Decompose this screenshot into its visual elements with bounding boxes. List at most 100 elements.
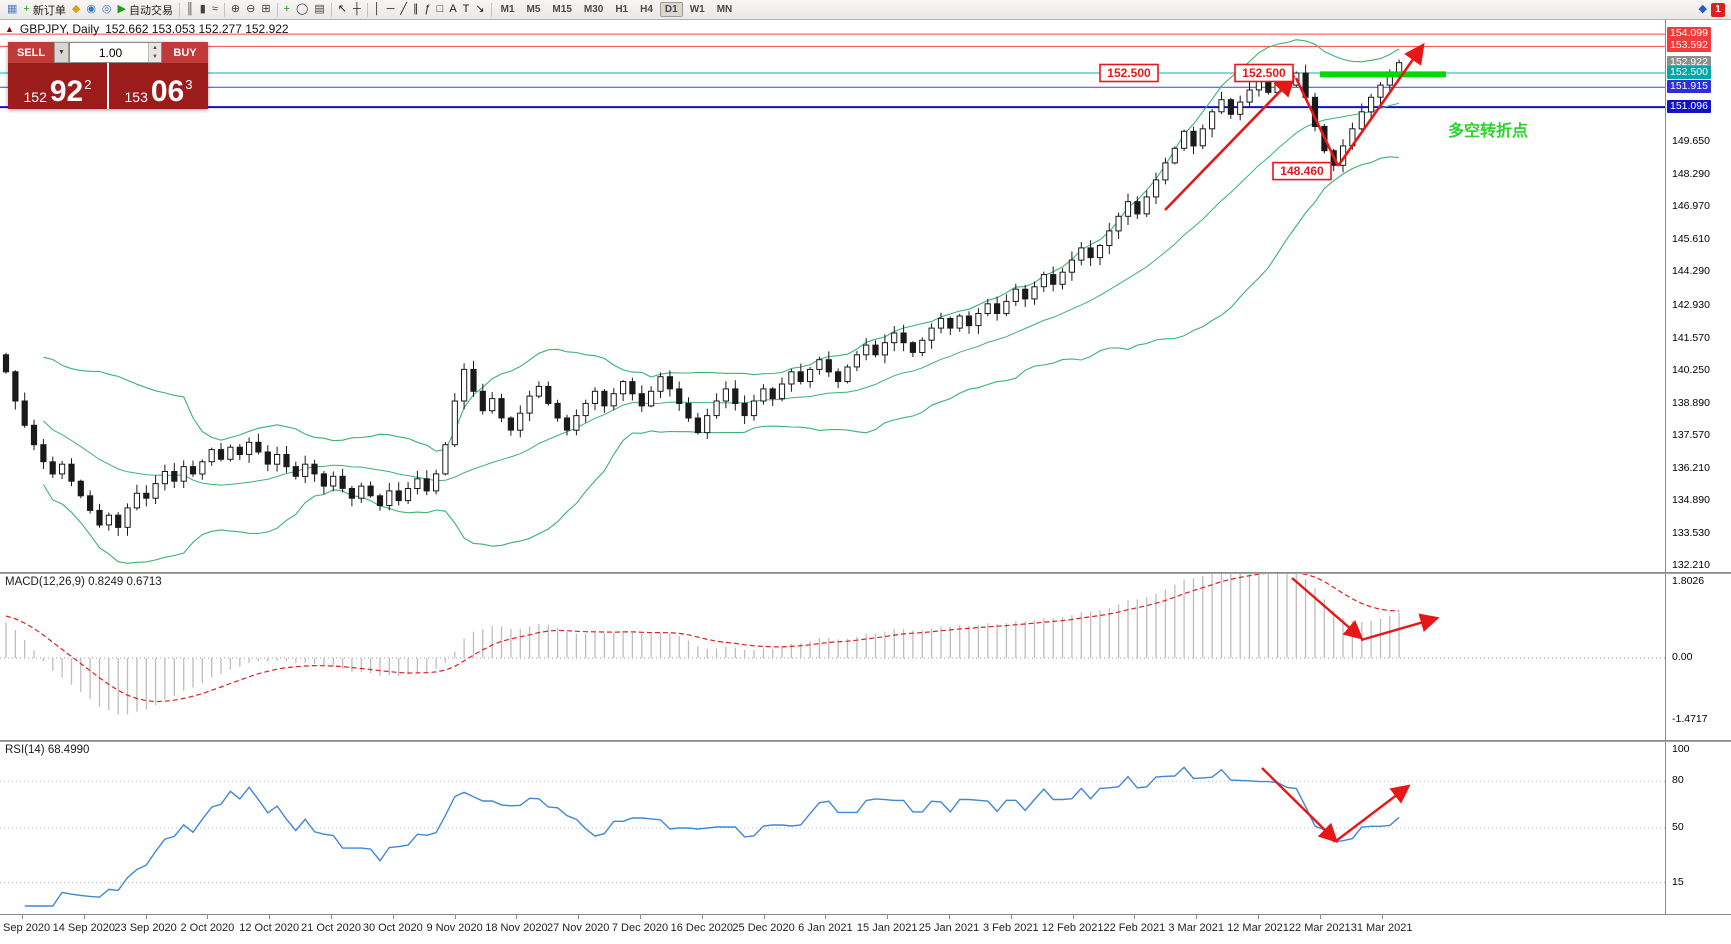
tile-windows-icon[interactable]: ⊞ — [258, 1, 273, 18]
svg-text:152.500: 152.500 — [1107, 66, 1151, 80]
text-icon[interactable]: A — [446, 1, 459, 18]
arrows-icon[interactable]: ↘ — [472, 1, 487, 18]
ask-price-button[interactable]: 153 06 3 — [109, 63, 208, 109]
time-axis-label: 16 Dec 2020 — [670, 922, 733, 934]
toolbar-separator — [330, 2, 332, 17]
time-axis-label: 2 Oct 2020 — [180, 922, 235, 934]
toolbar-separator — [490, 2, 492, 17]
order-type-dropdown[interactable]: ▼ — [54, 42, 69, 63]
time-tick — [454, 915, 456, 919]
rsi-axis[interactable]: 100 80 50 15 — [1665, 742, 1731, 914]
axis-price-label: 154.099 — [1667, 27, 1711, 40]
auto-trading-button[interactable]: ▶ 自动交易 — [115, 1, 176, 18]
candlestick-chart-icon[interactable]: ▮ — [197, 1, 209, 18]
cycles-icon[interactable]: ◯ — [293, 1, 311, 18]
timeframe-mn-button[interactable]: MN — [716, 4, 733, 15]
sell-button[interactable]: SELL — [8, 42, 54, 63]
channel-icon[interactable]: ∥ — [410, 1, 422, 18]
bid-price-button[interactable]: 152 92 2 — [8, 63, 107, 109]
new-order-button[interactable]: + 新订单 — [20, 1, 68, 18]
time-axis-label: 27 Nov 2020 — [546, 922, 610, 934]
axis-price-label: 146.970 — [1672, 200, 1710, 212]
templates-icon[interactable]: ▤ — [311, 1, 327, 18]
cursor-icon[interactable]: ↖ — [335, 1, 350, 18]
crosshair-icon[interactable]: ┼ — [350, 1, 364, 18]
time-axis-label: 3 Mar 2021 — [1168, 922, 1225, 934]
time-tick — [701, 915, 703, 919]
chart-title: ▲ GBPJPY, Daily 152.662 153.053 152.277 … — [5, 22, 289, 36]
svg-text:多空转折点: 多空转折点 — [1448, 121, 1528, 140]
trendline-icon[interactable]: ╱ — [397, 1, 410, 18]
alerts-icon[interactable]: ◆ — [69, 1, 83, 18]
time-axis-label: 6 Jan 2021 — [798, 922, 853, 934]
bar-chart-icon: ║ — [186, 3, 194, 15]
crosshair-icon: ┼ — [352, 3, 361, 15]
time-axis-label: 31 Mar 2021 — [1350, 922, 1413, 934]
axis-price-label: 80 — [1672, 774, 1684, 786]
volume-stepper[interactable]: ▲ ▼ — [148, 43, 161, 62]
vertical-line-icon[interactable]: │ — [371, 1, 384, 18]
panel-divider[interactable] — [0, 740, 1731, 742]
rsi-canvas[interactable] — [0, 742, 1666, 914]
bar-chart-icon[interactable]: ║ — [183, 1, 197, 18]
axis-price-label: 142.930 — [1672, 299, 1710, 311]
main-chart-canvas[interactable]: 152.500 152.500 148.460 多空转折点 — [0, 20, 1666, 572]
volume-up-icon[interactable]: ▲ — [149, 43, 161, 53]
fibonacci-icon[interactable]: ƒ — [422, 1, 434, 18]
trendline-icon: ╱ — [400, 3, 408, 15]
shapes-icon[interactable]: □ — [434, 1, 447, 18]
tile-windows-icon: ⊞ — [261, 3, 271, 15]
time-axis-label: 18 Nov 2020 — [485, 922, 548, 934]
axis-price-label: 50 — [1672, 821, 1684, 833]
axis-price-label: 152.922 — [1667, 56, 1711, 69]
templates-icon: ▤ — [314, 3, 325, 15]
svg-text:152.500: 152.500 — [1242, 66, 1286, 80]
indicators-icon[interactable]: + — [281, 1, 293, 18]
zoom-out-icon[interactable]: ⊖ — [243, 1, 258, 18]
timeframe-m5-button[interactable]: M5 — [526, 4, 541, 15]
axis-price-label: 132.210 — [1672, 559, 1710, 571]
macd-canvas[interactable] — [0, 574, 1666, 740]
notification-badge[interactable]: 1 — [1711, 2, 1725, 17]
rsi-panel[interactable]: 100 80 50 15 RSI(14) 68.4990 — [0, 742, 1731, 914]
macd-panel[interactable]: 1.8026 0.00 -1.4717 MACD(12,26,9) 0.8249 0… — [0, 574, 1731, 740]
signals-icon[interactable]: ◎ — [99, 1, 115, 18]
community-icon[interactable]: ◆ — [1698, 3, 1707, 15]
cycles-icon: ◯ — [296, 3, 309, 15]
indicators-icon: + — [283, 3, 290, 15]
volume-input[interactable] — [70, 43, 161, 62]
time-axis-label: 14 Sep 2020 — [52, 922, 115, 934]
toolbar: ▦ + 新订单 ◆ ◉ ◎ ▶ 自动交易 ║ ▮ ≈ ⊕ ⊖ ⊞ + ◯ ▤ ↖ ┼ │ ─ ╱ ∥ ƒ □ A T ↘ M1 M5 M15… — [0, 0, 1731, 20]
timeframe-h1-button[interactable]: H1 — [615, 4, 629, 15]
time-tick — [1134, 915, 1136, 919]
axis-price-label: 0.00 — [1672, 651, 1693, 663]
zoom-in-icon[interactable]: ⊕ — [228, 1, 243, 18]
line-chart-icon[interactable]: ≈ — [209, 1, 221, 18]
label-icon[interactable]: T — [460, 1, 473, 18]
buy-button[interactable]: BUY — [162, 42, 208, 63]
ask-price-big: 06 — [150, 75, 185, 108]
market-watch-icon[interactable]: ◉ — [83, 1, 99, 18]
price-axis[interactable]: 154.099 153.592 152.922 152.500 151.915 151.0… — [1665, 20, 1731, 572]
bid-price-pip: 2 — [84, 77, 92, 92]
macd-axis[interactable]: 1.8026 0.00 -1.4717 — [1665, 574, 1731, 740]
timeframe-d1-button[interactable]: D1 — [659, 2, 683, 17]
timeframe-w1-button[interactable]: W1 — [689, 4, 705, 15]
panel-divider[interactable] — [0, 572, 1731, 574]
timeframe-m15-button[interactable]: M15 — [552, 4, 572, 15]
bid-price-big: 92 — [49, 75, 84, 108]
axis-price-label: 141.570 — [1672, 332, 1710, 344]
chart-window-icon[interactable]: ▦ — [4, 1, 20, 18]
timeframe-h4-button[interactable]: H4 — [640, 4, 653, 15]
auto-trading-icon: ▶ — [117, 3, 126, 15]
timeframe-m30-button[interactable]: M30 — [583, 4, 604, 15]
timeframe-m1-button[interactable]: M1 — [500, 4, 515, 15]
volume-down-icon[interactable]: ▼ — [149, 52, 161, 62]
main-chart-panel[interactable]: 152.500 152.500 148.460 多空转折点 154.099 153.59… — [0, 20, 1731, 572]
axis-price-label: 148.290 — [1672, 168, 1710, 180]
horizontal-line-icon[interactable]: ─ — [384, 1, 398, 18]
time-tick — [392, 915, 394, 919]
candlestick-chart-icon: ▮ — [199, 3, 206, 15]
axis-price-label: 1.8026 — [1672, 575, 1705, 587]
